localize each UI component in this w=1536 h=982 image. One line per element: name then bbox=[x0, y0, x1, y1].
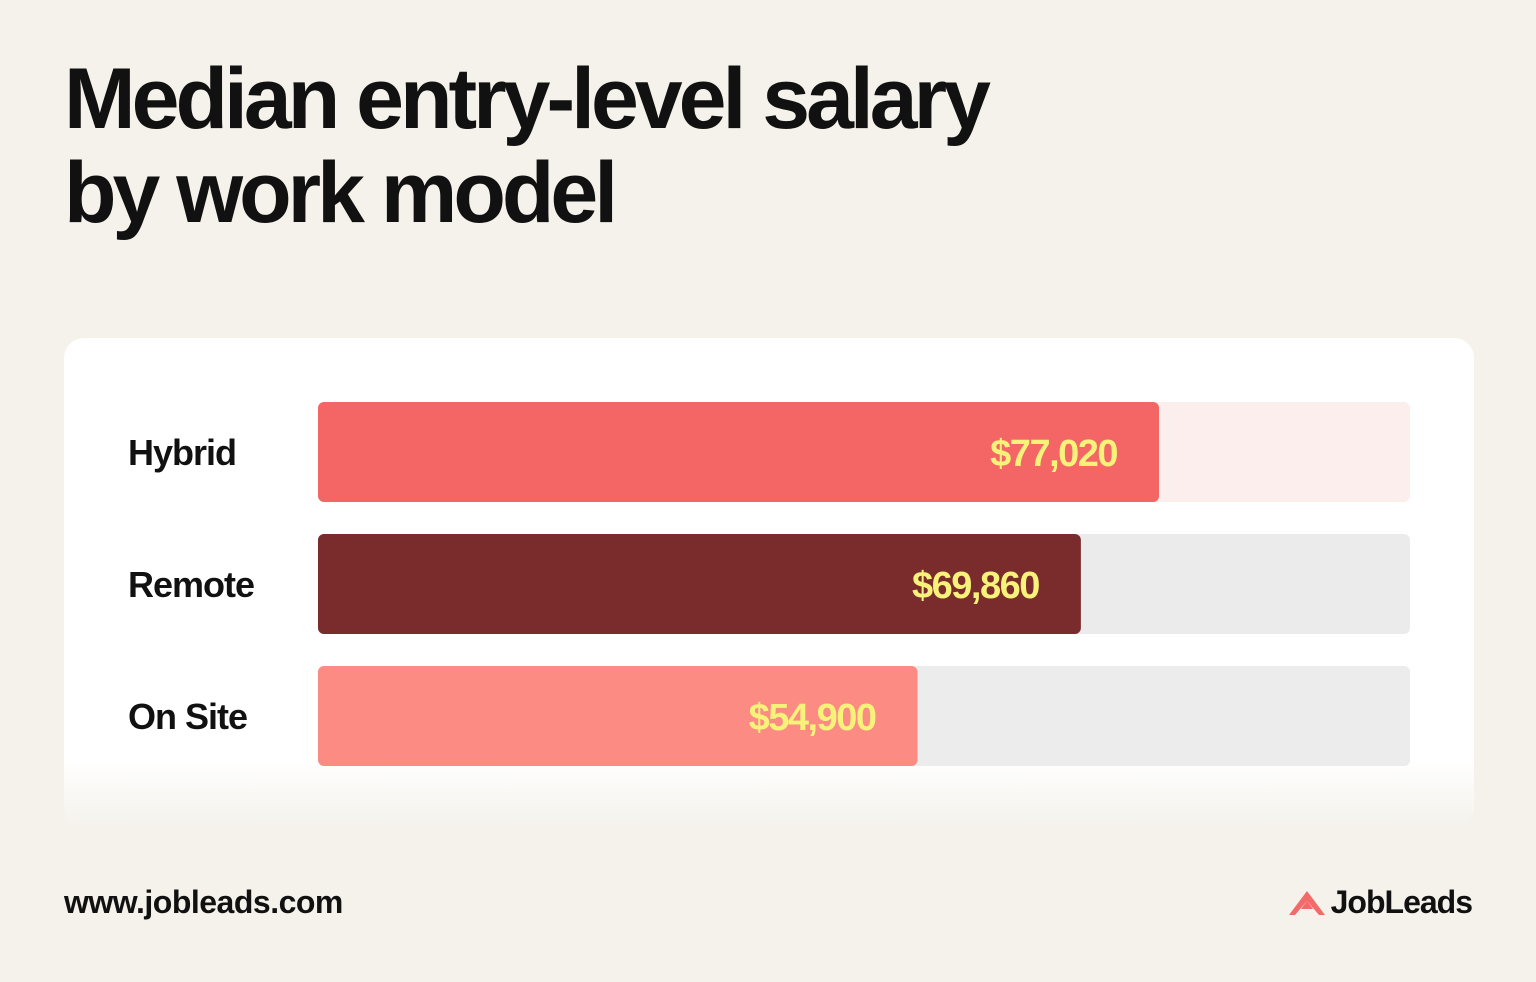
jobleads-logo-icon bbox=[1288, 890, 1325, 915]
chart-title: Median entry-level salary by work model bbox=[64, 52, 1164, 240]
value-label-hybrid: $77,020 bbox=[990, 433, 1117, 475]
bar-hybrid bbox=[318, 402, 1160, 502]
website-url: www.jobleads.com bbox=[64, 884, 343, 920]
bar-chart: Hybrid $77,020 Remote $69,860 On Site $54,900 bbox=[128, 402, 1410, 766]
value-label-remote: $69,860 bbox=[912, 565, 1039, 607]
category-label-hybrid: Hybrid bbox=[128, 432, 236, 473]
bar-on-site bbox=[318, 666, 918, 766]
brand-name: JobLeads bbox=[1330, 884, 1473, 920]
chart-card: Hybrid $77,020 Remote $69,860 On Site $54,900 bbox=[64, 338, 1474, 828]
category-label-on-site: On Site bbox=[128, 696, 247, 737]
category-label-remote: Remote bbox=[128, 564, 254, 605]
chart-title-line-1: Median entry-level salary bbox=[64, 51, 991, 147]
bar-remote bbox=[318, 534, 1081, 634]
value-label-on-site: $54,900 bbox=[749, 697, 876, 739]
chart-title-line-2: by work model bbox=[64, 145, 618, 241]
brand-logo: JobLeads bbox=[1288, 884, 1473, 921]
